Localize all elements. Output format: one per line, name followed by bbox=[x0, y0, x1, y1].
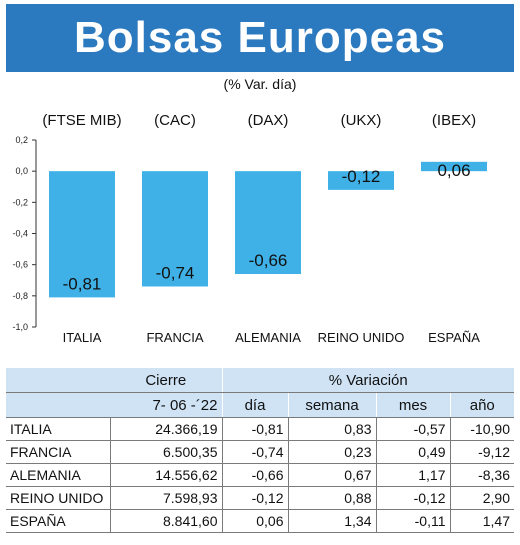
row-dia: -0,81 bbox=[221, 417, 288, 441]
title-banner: Bolsas Europeas bbox=[6, 4, 514, 72]
bar bbox=[328, 171, 394, 190]
table-header-row-1: Cierre % Variación bbox=[6, 368, 514, 393]
row-country: ESPAÑA bbox=[6, 509, 110, 533]
x-tick-label: REINO UNIDO bbox=[318, 330, 405, 345]
x-tick-label: ESPAÑA bbox=[428, 330, 480, 345]
header-variacion: % Variación bbox=[221, 368, 514, 393]
data-label: -0,74 bbox=[156, 263, 195, 282]
data-label: -0,12 bbox=[342, 167, 381, 186]
row-dia: -0,12 bbox=[221, 486, 288, 510]
market-table-grid: Cierre % Variación 7- 06 -´22 día semana… bbox=[6, 368, 514, 533]
row-semana: 0,67 bbox=[287, 463, 376, 487]
bar-chart: 0,2 0,0 -0,2 -0,4 -0,6 -0,8 -1,0 -0,81 (FTSE MIB… bbox=[0, 100, 520, 355]
row-anio: 1,47 bbox=[449, 509, 514, 533]
row-semana: 0,88 bbox=[287, 486, 376, 510]
row-anio: -10,90 bbox=[449, 417, 514, 441]
row-country: FRANCIA bbox=[6, 440, 110, 464]
row-anio: 2,90 bbox=[449, 486, 514, 510]
y-tick-label: 0,2 bbox=[15, 135, 28, 145]
market-table: Cierre % Variación 7- 06 -´22 día semana… bbox=[6, 368, 514, 533]
y-tick-label: -1,0 bbox=[12, 322, 28, 332]
row-mes: 1,17 bbox=[375, 463, 450, 487]
header-dia: día bbox=[221, 392, 288, 418]
header-empty-cell bbox=[6, 392, 110, 418]
header-empty-cell bbox=[6, 368, 110, 393]
row-dia: 0,06 bbox=[221, 509, 288, 533]
row-semana: 0,23 bbox=[287, 440, 376, 464]
table-row: ALEMANIA 14.556,62 -0,66 0,67 1,17 -8,36 bbox=[6, 463, 514, 487]
row-anio: -8,36 bbox=[449, 463, 514, 487]
chart-title: Bolsas Europeas bbox=[73, 13, 447, 62]
header-cierre: Cierre bbox=[110, 368, 222, 393]
row-cierre: 7.598,93 bbox=[109, 486, 222, 510]
bar-chart-svg: 0,2 0,0 -0,2 -0,4 -0,6 -0,8 -1,0 -0,81 (FTSE MIB… bbox=[12, 112, 487, 345]
row-mes: -0,12 bbox=[375, 486, 450, 510]
y-tick-label: -0,8 bbox=[12, 291, 28, 301]
header-mes: mes bbox=[375, 392, 450, 418]
row-cierre: 24.366,19 bbox=[109, 417, 222, 441]
bar bbox=[421, 161, 487, 172]
index-label: (UKX) bbox=[341, 112, 382, 129]
row-dia: -0,66 bbox=[221, 463, 288, 487]
table-row: REINO UNIDO 7.598,93 -0,12 0,88 -0,12 2,… bbox=[6, 486, 514, 510]
index-label: (CAC) bbox=[154, 112, 196, 129]
row-cierre: 6.500,35 bbox=[109, 440, 222, 464]
table-header-row-2: 7- 06 -´22 día semana mes año bbox=[6, 392, 514, 418]
row-country: ALEMANIA bbox=[6, 463, 110, 487]
data-label: 0,06 bbox=[437, 161, 470, 180]
index-label: (IBEX) bbox=[432, 112, 476, 129]
table-row: ESPAÑA 8.841,60 0,06 1,34 -0,11 1,47 bbox=[6, 509, 514, 533]
chart-subtitle: (% Var. día) bbox=[223, 76, 297, 92]
row-semana: 1,34 bbox=[287, 509, 376, 533]
row-mes: -0,11 bbox=[375, 509, 450, 533]
bar bbox=[235, 171, 301, 275]
header-date: 7- 06 -´22 bbox=[110, 392, 222, 418]
row-mes: 0,49 bbox=[375, 440, 450, 464]
y-tick-label: 0,0 bbox=[15, 166, 28, 176]
index-label: (FTSE MIB) bbox=[42, 112, 121, 129]
row-country: ITALIA bbox=[6, 417, 110, 441]
x-tick-label: FRANCIA bbox=[146, 330, 203, 345]
x-tick-label: ITALIA bbox=[63, 330, 102, 345]
row-semana: 0,83 bbox=[287, 417, 376, 441]
bar bbox=[49, 171, 115, 298]
y-tick-label: -0,2 bbox=[12, 197, 28, 207]
row-cierre: 8.841,60 bbox=[109, 509, 222, 533]
bar bbox=[142, 171, 208, 287]
row-cierre: 14.556,62 bbox=[109, 463, 222, 487]
row-dia: -0,74 bbox=[221, 440, 288, 464]
index-label: (DAX) bbox=[248, 112, 289, 129]
x-tick-label: ALEMANIA bbox=[235, 330, 301, 345]
table-row: FRANCIA 6.500,35 -0,74 0,23 0,49 -9,12 bbox=[6, 440, 514, 464]
row-mes: -0,57 bbox=[375, 417, 450, 441]
row-anio: -9,12 bbox=[449, 440, 514, 464]
y-tick-label: -0,6 bbox=[12, 260, 28, 270]
data-label: -0,81 bbox=[63, 274, 102, 293]
data-label: -0,66 bbox=[249, 251, 288, 270]
y-tick-label: -0,4 bbox=[12, 229, 28, 239]
header-anio: año bbox=[449, 392, 514, 418]
row-country: REINO UNIDO bbox=[6, 486, 110, 510]
header-semana: semana bbox=[287, 392, 376, 418]
table-row: ITALIA 24.366,19 -0,81 0,83 -0,57 -10,90 bbox=[6, 417, 514, 441]
